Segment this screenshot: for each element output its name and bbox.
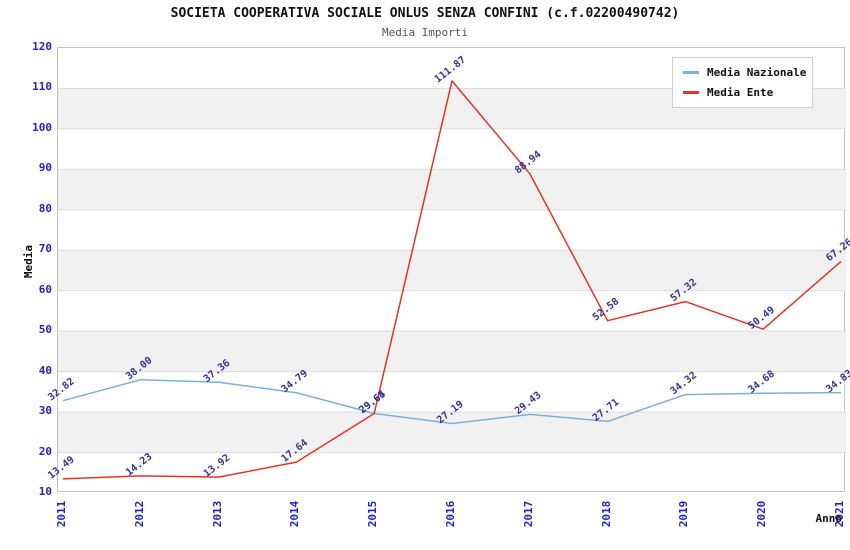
point-label: 34.79 <box>280 368 310 395</box>
x-tick-label: 2019 <box>677 500 691 528</box>
x-tick-label: 2014 <box>288 500 302 528</box>
plot-area: 32.82 38.00 37.36 34.79 29.64 27.19 29.43 27.71… <box>46 47 850 492</box>
y-tick-label: 70 <box>38 242 52 256</box>
x-axis-label: Anno <box>815 512 843 525</box>
plot-band <box>58 250 846 291</box>
x-tick-label: 2017 <box>521 500 535 528</box>
chart-title: SOCIETA COOPERATIVA SOCIALE ONLUS SENZA … <box>170 6 680 21</box>
point-label: 34.32 <box>669 370 699 397</box>
y-tick-label: 90 <box>38 161 52 175</box>
plot-band <box>58 169 846 210</box>
media-ente-line <box>62 80 842 480</box>
legend-item-media-ente: Media Ente <box>683 86 802 99</box>
x-tick-label: 2012 <box>132 500 146 528</box>
point-label: 50.49 <box>746 305 776 332</box>
x-tick-label: 2013 <box>210 500 224 528</box>
y-tick-label: 120 <box>32 40 52 53</box>
point-label: 32.82 <box>46 376 76 403</box>
point-label: 14.23 <box>124 451 154 478</box>
y-tick-label: 100 <box>32 120 52 134</box>
y-tick-label: 10 <box>38 485 52 498</box>
media-nazionale-line-swatch <box>683 71 699 74</box>
y-tick-label: 80 <box>38 201 52 215</box>
x-tick-label: 2015 <box>366 500 380 528</box>
x-tick-label: 2016 <box>444 500 457 528</box>
x-tick-label: 2018 <box>599 500 613 528</box>
media-ente-line-swatch <box>683 91 699 94</box>
y-tick-label: 40 <box>38 363 52 377</box>
legend-label: Media Ente <box>707 86 774 99</box>
x-tick-label: 2011 <box>55 500 68 528</box>
y-tick-label: 30 <box>38 404 52 418</box>
legend-label: Media Nazionale <box>707 66 807 79</box>
y-tick-label: 50 <box>38 323 52 337</box>
legend-item-media-nazionale: Media Nazionale <box>683 66 806 79</box>
y-tick-label: 60 <box>38 282 52 296</box>
plot-band <box>58 412 846 453</box>
plot-band <box>58 331 846 372</box>
point-label: 34.68 <box>746 369 776 396</box>
chart-subtitle: Media Importi <box>381 26 469 39</box>
media-nazionale-line <box>62 378 842 425</box>
point-label: 111.87 <box>433 54 468 85</box>
y-tick-label: 110 <box>32 80 52 94</box>
y-tick-label: 20 <box>38 444 52 458</box>
x-tick-label: 2020 <box>755 500 769 528</box>
legend: Media Nazionale Media Ente <box>672 57 813 108</box>
